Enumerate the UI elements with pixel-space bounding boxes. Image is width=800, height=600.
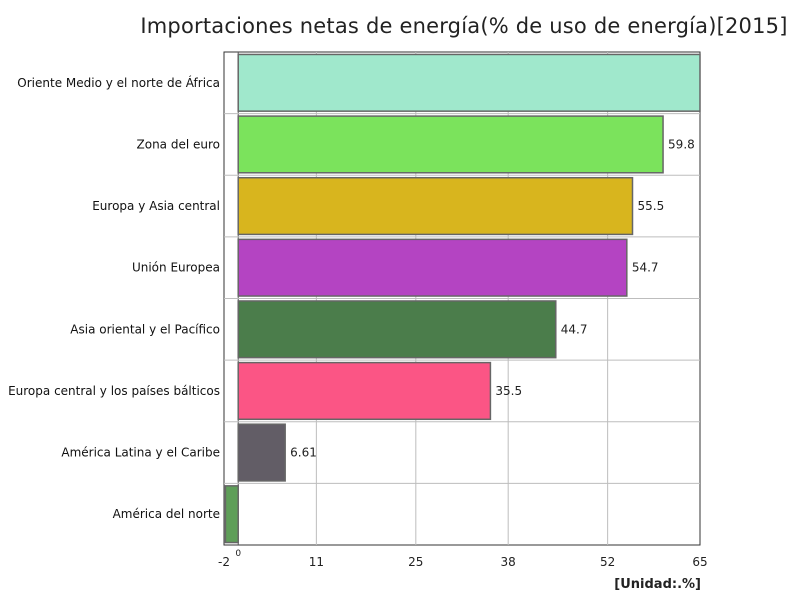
category-label: Unión Europea [132,261,220,275]
bar [237,238,628,297]
tick-label: 52 [600,555,615,569]
bar [237,423,286,482]
value-label: 54.7 [632,261,659,275]
tick-label: 11 [309,555,324,569]
x-axis-ticks: -2 0 11 25 38 52 65 [218,549,708,569]
category-label: Europa y Asia central [92,199,220,213]
category-label: Oriente Medio y el norte de África [17,75,220,90]
bar [237,176,634,236]
chart-title: Importaciones netas de energía(% de uso … [140,14,788,38]
bar [237,300,557,359]
category-labels: Oriente Medio y el norte de África Zona d… [8,75,220,521]
category-label: Asia oriental y el Pacífico [70,322,220,336]
category-label: Zona del euro [137,137,220,151]
bar [237,53,701,112]
value-labels: 59.8 55.5 54.7 44.7 35.5 6.61 [290,137,695,459]
tick-label: 65 [692,555,707,569]
tick-label: -2 [218,555,230,569]
category-label: América del norte [113,507,220,521]
tick-label: 25 [408,555,423,569]
tick-label: 0 [235,549,241,559]
value-label: 35.5 [495,384,522,398]
bar [237,361,492,421]
value-label: 59.8 [668,137,695,151]
value-label: 6.61 [290,446,317,460]
bar [237,115,664,174]
unit-label: [Unidad:.%] [614,577,701,592]
value-label: 44.7 [561,322,588,336]
value-label: 55.5 [638,199,665,213]
bars [224,53,701,544]
category-label: América Latina y el Caribe [61,446,220,460]
category-label: Europa central y los países bálticos [8,384,220,398]
tick-label: 38 [501,555,516,569]
bar [224,485,239,544]
